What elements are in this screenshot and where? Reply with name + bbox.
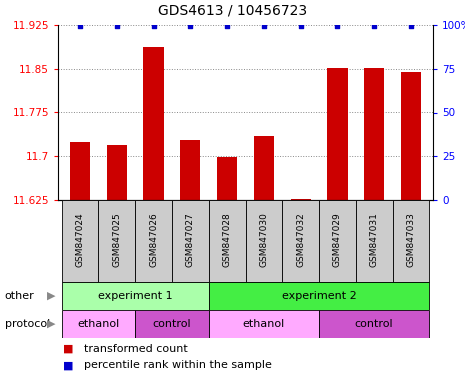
Text: GSM847026: GSM847026: [149, 212, 158, 267]
Point: [297, 23, 305, 29]
Text: ■: ■: [63, 344, 73, 354]
Point: [371, 23, 378, 29]
Bar: [319, 310, 429, 338]
Text: ■: ■: [63, 360, 73, 370]
Text: percentile rank within the sample: percentile rank within the sample: [84, 360, 272, 370]
Bar: [135, 200, 172, 282]
Bar: [246, 200, 282, 282]
Bar: [135, 310, 209, 338]
Bar: [62, 200, 99, 282]
Point: [76, 23, 84, 29]
Bar: [99, 200, 135, 282]
Point: [223, 23, 231, 29]
Text: control: control: [153, 319, 191, 329]
Text: GSM847033: GSM847033: [406, 212, 415, 267]
Bar: [401, 72, 421, 200]
Bar: [327, 68, 347, 200]
Text: experiment 2: experiment 2: [282, 291, 356, 301]
Point: [260, 23, 267, 29]
Text: GSM847028: GSM847028: [223, 212, 232, 267]
Bar: [62, 310, 135, 338]
Text: GSM847024: GSM847024: [75, 212, 85, 266]
Bar: [392, 200, 429, 282]
Text: GSM847030: GSM847030: [259, 212, 268, 267]
Text: GDS4613 / 10456723: GDS4613 / 10456723: [158, 4, 307, 18]
Bar: [217, 157, 237, 200]
Bar: [364, 68, 384, 200]
Bar: [254, 136, 274, 200]
Text: GSM847029: GSM847029: [333, 212, 342, 267]
Bar: [291, 199, 311, 200]
Bar: [209, 282, 429, 310]
Bar: [62, 282, 209, 310]
Bar: [209, 310, 319, 338]
Bar: [70, 142, 90, 200]
Point: [113, 23, 120, 29]
Bar: [180, 140, 200, 200]
Bar: [106, 145, 127, 200]
Bar: [172, 200, 209, 282]
Point: [150, 23, 157, 29]
Bar: [144, 46, 164, 200]
Text: protocol: protocol: [5, 319, 50, 329]
Text: ▶: ▶: [47, 291, 56, 301]
Text: ethanol: ethanol: [243, 319, 285, 329]
Point: [407, 23, 415, 29]
Bar: [282, 200, 319, 282]
Text: transformed count: transformed count: [84, 344, 187, 354]
Bar: [356, 200, 392, 282]
Text: GSM847027: GSM847027: [186, 212, 195, 267]
Bar: [319, 200, 356, 282]
Text: GSM847025: GSM847025: [113, 212, 121, 267]
Text: other: other: [5, 291, 34, 301]
Text: GSM847031: GSM847031: [370, 212, 379, 267]
Text: experiment 1: experiment 1: [98, 291, 173, 301]
Text: ▶: ▶: [47, 319, 56, 329]
Text: GSM847032: GSM847032: [296, 212, 305, 267]
Text: ethanol: ethanol: [77, 319, 120, 329]
Point: [186, 23, 194, 29]
Text: control: control: [355, 319, 393, 329]
Point: [334, 23, 341, 29]
Bar: [209, 200, 246, 282]
